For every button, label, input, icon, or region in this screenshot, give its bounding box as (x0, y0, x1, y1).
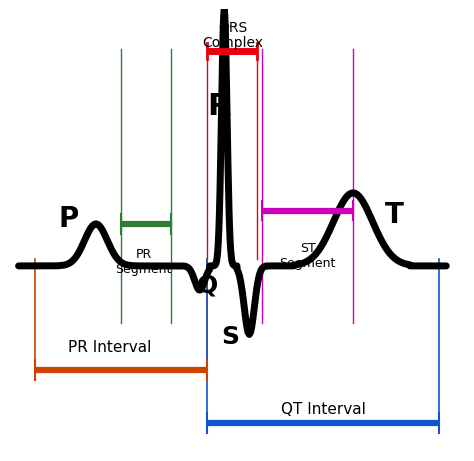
Text: T: T (384, 201, 403, 229)
Text: ST
Segment: ST Segment (279, 242, 336, 270)
Text: S: S (221, 325, 239, 349)
Text: P: P (58, 206, 79, 233)
Text: R: R (207, 92, 230, 121)
Text: QT Interval: QT Interval (281, 402, 366, 417)
Text: Q: Q (197, 274, 218, 298)
Text: QRS
Complex: QRS Complex (202, 20, 263, 51)
Text: PR Interval: PR Interval (68, 340, 151, 355)
Text: PR
Segment: PR Segment (116, 248, 172, 276)
